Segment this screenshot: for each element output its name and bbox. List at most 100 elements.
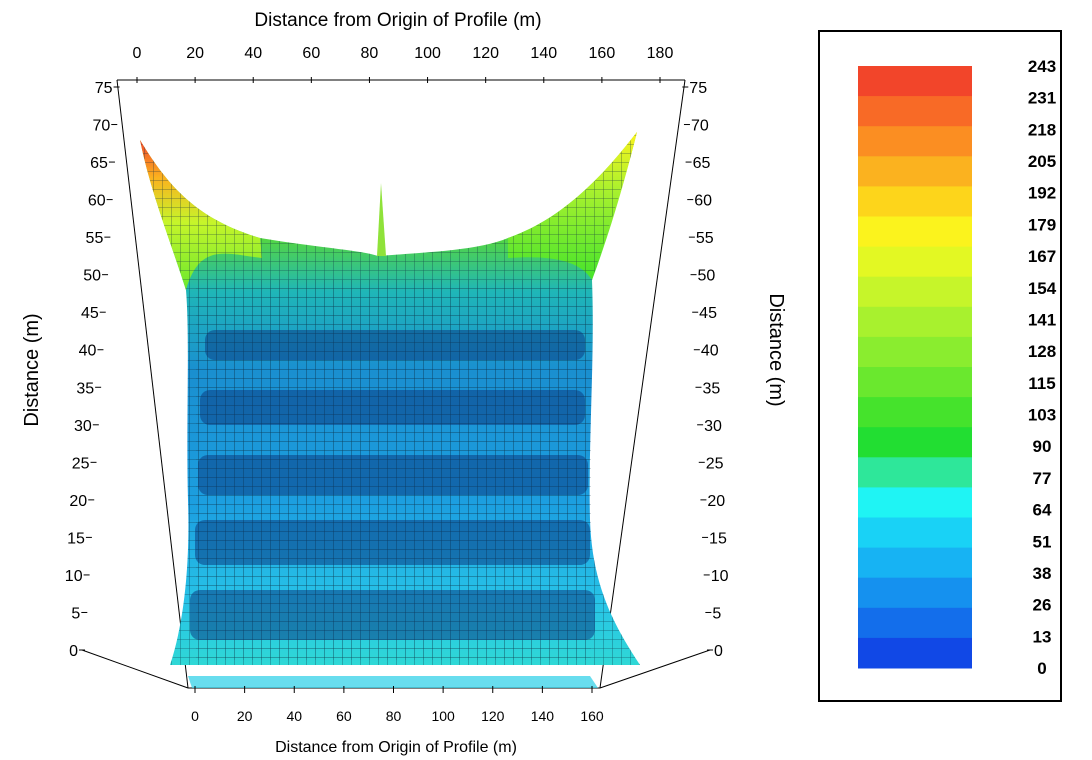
color-swatch xyxy=(858,547,972,579)
legend-value-label: 103 xyxy=(1028,406,1056,425)
left-tick-label: 35 xyxy=(76,380,94,397)
legend-value-label: 192 xyxy=(1028,184,1056,203)
top-tick-label: 80 xyxy=(361,45,379,62)
legend-value-label: 128 xyxy=(1028,342,1056,361)
color-swatch xyxy=(858,397,972,428)
color-scale-legend: 243 231 218 205 192 179 167 154 141 128 115 103 90 77… xyxy=(818,30,1062,702)
legend-value-label: 38 xyxy=(1033,564,1052,583)
legend-value-label: 205 xyxy=(1028,152,1056,171)
legend-value-label: 26 xyxy=(1033,596,1052,615)
color-swatch xyxy=(858,517,972,549)
top-axis: 0 20 40 60 80 100 120 140 160 180 xyxy=(133,45,674,83)
color-swatch xyxy=(858,367,972,398)
bottom-tick-label: 120 xyxy=(481,708,505,724)
legend-value-label: 13 xyxy=(1033,627,1052,646)
color-swatch xyxy=(858,306,972,338)
legend-value-label: 115 xyxy=(1028,374,1055,393)
legend-value-label: 218 xyxy=(1028,120,1056,139)
top-axis-title: Distance from Origin of Profile (m) xyxy=(254,10,541,31)
right-tick-label: 35 xyxy=(702,380,720,397)
legend-value-label: 179 xyxy=(1028,215,1056,234)
color-swatch xyxy=(858,336,972,368)
color-swatch xyxy=(858,66,972,97)
color-swatch xyxy=(858,276,972,308)
bottom-axis: 0 20 40 60 80 100 120 140 160 xyxy=(191,686,604,724)
left-tick-label: 70 xyxy=(92,118,110,135)
base-plane xyxy=(188,676,598,688)
left-axis-title: Distance (m) xyxy=(21,313,43,426)
color-swatch xyxy=(858,637,972,669)
color-swatch xyxy=(858,126,972,157)
color-swatch xyxy=(858,96,972,127)
left-tick-label: 65 xyxy=(90,155,108,172)
right-tick-label: 70 xyxy=(691,118,709,135)
right-tick-label: 55 xyxy=(696,230,714,247)
right-tick-label: 0 xyxy=(714,643,723,660)
bottom-tick-label: 60 xyxy=(336,708,352,724)
top-tick-label: 0 xyxy=(133,45,142,62)
top-tick-label: 140 xyxy=(530,45,557,62)
right-tick-label: 10 xyxy=(711,568,729,585)
top-tick-label: 40 xyxy=(244,45,262,62)
bottom-axis-title: Distance from Origin of Profile (m) xyxy=(275,739,517,756)
legend-value-label: 64 xyxy=(1033,501,1052,520)
right-tick-label: 45 xyxy=(699,305,717,322)
legend-value-label: 141 xyxy=(1028,310,1056,329)
left-axis: 0 5 10 15 20 25 30 35 40 45 50 55 60 65 70 75 xyxy=(65,80,120,660)
color-swatch xyxy=(858,156,972,187)
right-tick-label: 30 xyxy=(704,418,722,435)
bottom-tick-label: 160 xyxy=(580,708,604,724)
color-swatch xyxy=(858,457,972,488)
color-swatch xyxy=(858,487,972,518)
top-tick-label: 60 xyxy=(302,45,320,62)
legend-value-label: 154 xyxy=(1028,279,1057,298)
left-tick-label: 10 xyxy=(65,568,83,585)
left-tick-label: 5 xyxy=(71,605,80,622)
legend-value-label: 243 xyxy=(1028,57,1056,76)
right-tick-label: 65 xyxy=(693,155,711,172)
right-tick-label: 20 xyxy=(707,493,725,510)
left-tick-label: 40 xyxy=(79,343,97,360)
right-tick-label: 50 xyxy=(698,268,716,285)
left-tick-label: 60 xyxy=(88,193,106,210)
legend-value-label: 77 xyxy=(1033,469,1052,488)
bottom-tick-label: 100 xyxy=(431,708,455,724)
bottom-tick-label: 0 xyxy=(191,708,199,724)
surface-mesh xyxy=(140,132,640,665)
left-tick-label: 20 xyxy=(69,493,87,510)
right-tick-label: 25 xyxy=(706,455,724,472)
left-tick-label: 25 xyxy=(72,455,90,472)
legend-value-label: 90 xyxy=(1033,437,1052,456)
right-axis: 0 5 10 15 20 25 30 35 40 45 50 55 60 65 70 75 xyxy=(682,80,729,660)
right-tick-label: 15 xyxy=(709,530,727,547)
color-swatch xyxy=(858,216,972,248)
left-tick-label: 75 xyxy=(95,80,113,97)
color-swatch xyxy=(858,246,972,278)
color-swatch xyxy=(858,607,972,639)
surface-plot: 0 5 10 15 20 25 30 35 40 45 50 55 60 65 70 75 0 5 10 15 20 2… xyxy=(21,10,787,756)
color-swatch xyxy=(858,577,972,609)
top-tick-label: 180 xyxy=(647,45,674,62)
legend-value-label: 0 xyxy=(1037,659,1046,678)
bottom-tick-label: 140 xyxy=(531,708,555,724)
top-tick-label: 160 xyxy=(589,45,616,62)
right-tick-label: 75 xyxy=(689,80,707,97)
bottom-tick-label: 40 xyxy=(286,708,302,724)
left-tick-label: 0 xyxy=(69,643,78,660)
right-tick-label: 60 xyxy=(694,193,712,210)
left-tick-label: 50 xyxy=(83,268,101,285)
top-tick-label: 100 xyxy=(414,45,441,62)
color-swatch xyxy=(858,186,972,217)
top-tick-label: 20 xyxy=(186,45,204,62)
bottom-tick-label: 20 xyxy=(237,708,253,724)
left-tick-label: 45 xyxy=(81,305,99,322)
bottom-tick-label: 80 xyxy=(386,708,402,724)
color-scale: 243 231 218 205 192 179 167 154 141 128 115 103 90 77… xyxy=(858,57,1057,678)
right-tick-label: 5 xyxy=(712,605,721,622)
left-tick-label: 15 xyxy=(67,530,85,547)
legend-value-label: 167 xyxy=(1028,247,1056,266)
legend-value-label: 231 xyxy=(1028,89,1056,108)
top-tick-label: 120 xyxy=(472,45,499,62)
left-tick-label: 55 xyxy=(86,230,104,247)
legend-value-label: 51 xyxy=(1033,532,1052,551)
